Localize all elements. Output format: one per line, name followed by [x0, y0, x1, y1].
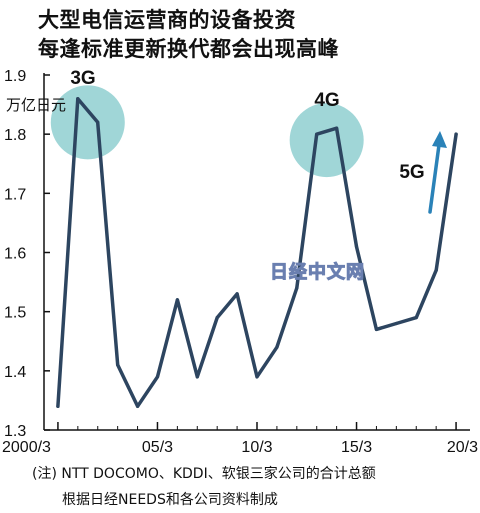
footnote-line-2: 根据日经NEEDS和各公司资料制成 [62, 492, 278, 508]
data-point-2005 [155, 375, 160, 379]
y-tick-label: 1.8 [4, 127, 26, 144]
data-point-2014 [335, 126, 339, 130]
data-point-2003 [116, 363, 120, 367]
label-5g: 5G [399, 162, 424, 183]
data-point-2020 [454, 132, 458, 136]
chart-title-line-1: 大型电信运营商的设备投资 [38, 8, 296, 32]
generation-highlights [50, 85, 364, 178]
data-point-2004 [135, 404, 140, 408]
data-point-2009 [235, 292, 239, 296]
x-tick-label: 05/3 [142, 439, 173, 456]
y-tick-label: 1.3 [4, 423, 26, 440]
arrow-5g-shaft [428, 143, 441, 214]
data-point-2011 [275, 345, 279, 349]
data-point-2001 [76, 97, 80, 101]
x-tick-label: 20/3 [447, 439, 478, 456]
data-point-2000 [56, 404, 60, 408]
chart-title-line-2: 每逢标准更新换代都会出现高峰 [38, 37, 339, 61]
data-point-2010 [255, 375, 259, 379]
data-point-2013 [315, 132, 319, 136]
data-point-2017 [394, 321, 398, 326]
x-tick-label: 2000/3 [2, 439, 51, 456]
generation-labels: 3G 4G 5G [70, 68, 447, 214]
y-tick-label: 1.9 [4, 68, 26, 85]
x-tick-label: 10/3 [241, 439, 272, 456]
data-point-2007 [195, 375, 199, 379]
data-point-2019 [434, 268, 438, 272]
series-line [56, 96, 458, 409]
data-point-2018 [414, 315, 418, 320]
y-tick-label: 1.5 [4, 305, 26, 322]
footnote-line-1: (注) NTT DOCOMO、KDDI、软银三家公司的合计总额 [32, 466, 376, 482]
highlight-circle-4g [289, 103, 364, 178]
label-3g: 3G [70, 68, 95, 89]
data-point-2006 [175, 298, 179, 302]
data-point-2016 [374, 327, 379, 332]
label-4g: 4G [314, 90, 339, 111]
y-tick-label: 1.6 [4, 246, 26, 263]
highlight-circle-3g [50, 85, 125, 160]
data-point-2008 [215, 315, 219, 320]
x-tick-label: 15/3 [341, 439, 372, 456]
data-points [56, 97, 458, 408]
watermark: 日经中文网 [270, 262, 365, 284]
data-point-2012 [295, 286, 299, 290]
y-tick-label: 1.7 [4, 186, 26, 203]
data-point-2002 [96, 120, 100, 124]
arrow-5g-head [432, 131, 447, 148]
y-axis-unit-label: 万亿日元 [6, 96, 67, 114]
data-point-2015 [354, 244, 359, 249]
y-tick-label: 1.4 [4, 364, 26, 381]
